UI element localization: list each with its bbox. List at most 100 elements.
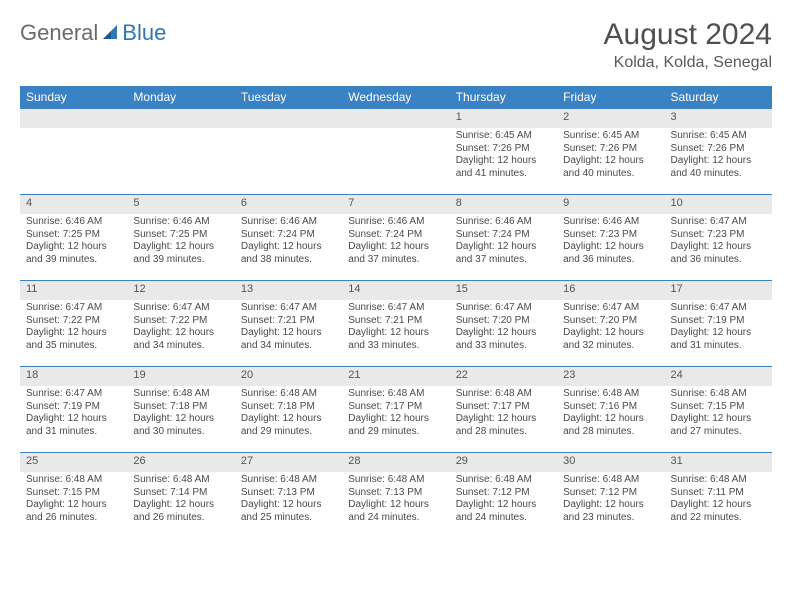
day-line: Sunrise: 6:48 AM bbox=[241, 474, 336, 487]
day-line: Sunset: 7:26 PM bbox=[456, 143, 551, 156]
day-line: Sunset: 7:12 PM bbox=[563, 487, 658, 500]
day-line: Sunrise: 6:47 AM bbox=[26, 302, 121, 315]
day-line: and 29 minutes. bbox=[348, 426, 443, 439]
day-line: Daylight: 12 hours bbox=[241, 241, 336, 254]
day-number-cell: 11 bbox=[20, 281, 127, 301]
day-number-cell bbox=[127, 109, 234, 129]
day-line: and 23 minutes. bbox=[563, 512, 658, 525]
day-line: Sunrise: 6:48 AM bbox=[671, 388, 766, 401]
day-line: and 24 minutes. bbox=[348, 512, 443, 525]
day-line: and 37 minutes. bbox=[348, 254, 443, 267]
day-number-cell: 8 bbox=[450, 195, 557, 215]
day-line: Sunset: 7:13 PM bbox=[241, 487, 336, 500]
day-content-cell bbox=[127, 128, 234, 195]
day-content-cell: Sunrise: 6:48 AMSunset: 7:16 PMDaylight:… bbox=[557, 386, 664, 453]
day-line: Sunrise: 6:48 AM bbox=[348, 474, 443, 487]
day-line: and 40 minutes. bbox=[563, 168, 658, 181]
day-line: Daylight: 12 hours bbox=[671, 327, 766, 340]
weekday-header-row: SundayMondayTuesdayWednesdayThursdayFrid… bbox=[20, 86, 772, 109]
day-line: and 28 minutes. bbox=[563, 426, 658, 439]
day-line: Sunrise: 6:45 AM bbox=[456, 130, 551, 143]
day-line: Sunrise: 6:48 AM bbox=[563, 388, 658, 401]
title-block: August 2024 Kolda, Kolda, Senegal bbox=[604, 18, 772, 72]
day-line: and 33 minutes. bbox=[456, 340, 551, 353]
content-row: Sunrise: 6:45 AMSunset: 7:26 PMDaylight:… bbox=[20, 128, 772, 195]
day-line: Sunset: 7:13 PM bbox=[348, 487, 443, 500]
day-content-cell: Sunrise: 6:45 AMSunset: 7:26 PMDaylight:… bbox=[665, 128, 772, 195]
day-line: and 26 minutes. bbox=[26, 512, 121, 525]
day-line: Daylight: 12 hours bbox=[133, 499, 228, 512]
day-line: and 33 minutes. bbox=[348, 340, 443, 353]
day-line: Daylight: 12 hours bbox=[563, 413, 658, 426]
day-number-cell: 19 bbox=[127, 367, 234, 387]
day-line: and 25 minutes. bbox=[241, 512, 336, 525]
day-number-cell: 1 bbox=[450, 109, 557, 129]
day-line: and 27 minutes. bbox=[671, 426, 766, 439]
day-line: Sunset: 7:21 PM bbox=[241, 315, 336, 328]
day-line: Sunset: 7:20 PM bbox=[563, 315, 658, 328]
day-number-cell: 2 bbox=[557, 109, 664, 129]
day-line: Sunrise: 6:46 AM bbox=[563, 216, 658, 229]
day-content-cell: Sunrise: 6:48 AMSunset: 7:13 PMDaylight:… bbox=[235, 472, 342, 538]
day-line: Daylight: 12 hours bbox=[241, 413, 336, 426]
day-line: and 24 minutes. bbox=[456, 512, 551, 525]
day-content-cell: Sunrise: 6:48 AMSunset: 7:17 PMDaylight:… bbox=[450, 386, 557, 453]
day-number-cell bbox=[235, 109, 342, 129]
day-line: Sunset: 7:26 PM bbox=[671, 143, 766, 156]
content-row: Sunrise: 6:47 AMSunset: 7:19 PMDaylight:… bbox=[20, 386, 772, 453]
day-number-cell: 7 bbox=[342, 195, 449, 215]
day-line: Sunrise: 6:45 AM bbox=[563, 130, 658, 143]
day-line: Sunset: 7:17 PM bbox=[456, 401, 551, 414]
weekday-header: Monday bbox=[127, 86, 234, 109]
day-number-cell bbox=[20, 109, 127, 129]
weekday-header: Wednesday bbox=[342, 86, 449, 109]
day-line: and 38 minutes. bbox=[241, 254, 336, 267]
day-line: Sunset: 7:20 PM bbox=[456, 315, 551, 328]
logo-word-1: General bbox=[20, 20, 98, 46]
day-line: Daylight: 12 hours bbox=[671, 241, 766, 254]
day-line: Daylight: 12 hours bbox=[348, 499, 443, 512]
day-content-cell: Sunrise: 6:48 AMSunset: 7:12 PMDaylight:… bbox=[450, 472, 557, 538]
day-line: Sunset: 7:14 PM bbox=[133, 487, 228, 500]
day-line: Sunrise: 6:47 AM bbox=[348, 302, 443, 315]
day-content-cell: Sunrise: 6:47 AMSunset: 7:22 PMDaylight:… bbox=[20, 300, 127, 367]
day-line: and 40 minutes. bbox=[671, 168, 766, 181]
day-number-cell: 9 bbox=[557, 195, 664, 215]
day-number-cell: 26 bbox=[127, 453, 234, 473]
day-line: Sunrise: 6:46 AM bbox=[348, 216, 443, 229]
day-line: Daylight: 12 hours bbox=[133, 327, 228, 340]
day-line: and 36 minutes. bbox=[671, 254, 766, 267]
day-content-cell: Sunrise: 6:48 AMSunset: 7:15 PMDaylight:… bbox=[665, 386, 772, 453]
day-number-cell: 21 bbox=[342, 367, 449, 387]
day-line: Sunset: 7:22 PM bbox=[133, 315, 228, 328]
day-number-cell: 14 bbox=[342, 281, 449, 301]
daynum-row: 123 bbox=[20, 109, 772, 129]
day-line: Sunset: 7:21 PM bbox=[348, 315, 443, 328]
day-line: Sunrise: 6:46 AM bbox=[456, 216, 551, 229]
day-number-cell: 25 bbox=[20, 453, 127, 473]
day-line: Sunrise: 6:48 AM bbox=[133, 474, 228, 487]
day-line: Daylight: 12 hours bbox=[563, 499, 658, 512]
day-number-cell: 4 bbox=[20, 195, 127, 215]
day-content-cell: Sunrise: 6:47 AMSunset: 7:21 PMDaylight:… bbox=[235, 300, 342, 367]
day-line: Daylight: 12 hours bbox=[456, 413, 551, 426]
day-content-cell: Sunrise: 6:47 AMSunset: 7:19 PMDaylight:… bbox=[20, 386, 127, 453]
day-line: Daylight: 12 hours bbox=[671, 499, 766, 512]
day-content-cell: Sunrise: 6:48 AMSunset: 7:12 PMDaylight:… bbox=[557, 472, 664, 538]
day-line: Sunset: 7:15 PM bbox=[26, 487, 121, 500]
day-content-cell: Sunrise: 6:45 AMSunset: 7:26 PMDaylight:… bbox=[557, 128, 664, 195]
day-line: Daylight: 12 hours bbox=[563, 155, 658, 168]
day-number-cell: 30 bbox=[557, 453, 664, 473]
day-line: and 39 minutes. bbox=[133, 254, 228, 267]
day-line: Sunrise: 6:47 AM bbox=[671, 302, 766, 315]
daynum-row: 18192021222324 bbox=[20, 367, 772, 387]
day-content-cell: Sunrise: 6:46 AMSunset: 7:25 PMDaylight:… bbox=[127, 214, 234, 281]
day-line: Sunrise: 6:48 AM bbox=[26, 474, 121, 487]
weekday-header: Tuesday bbox=[235, 86, 342, 109]
daynum-row: 25262728293031 bbox=[20, 453, 772, 473]
daynum-row: 45678910 bbox=[20, 195, 772, 215]
day-line: Daylight: 12 hours bbox=[563, 327, 658, 340]
header: General Blue August 2024 Kolda, Kolda, S… bbox=[20, 18, 772, 72]
day-line: Sunset: 7:22 PM bbox=[26, 315, 121, 328]
logo: General Blue bbox=[20, 18, 166, 46]
